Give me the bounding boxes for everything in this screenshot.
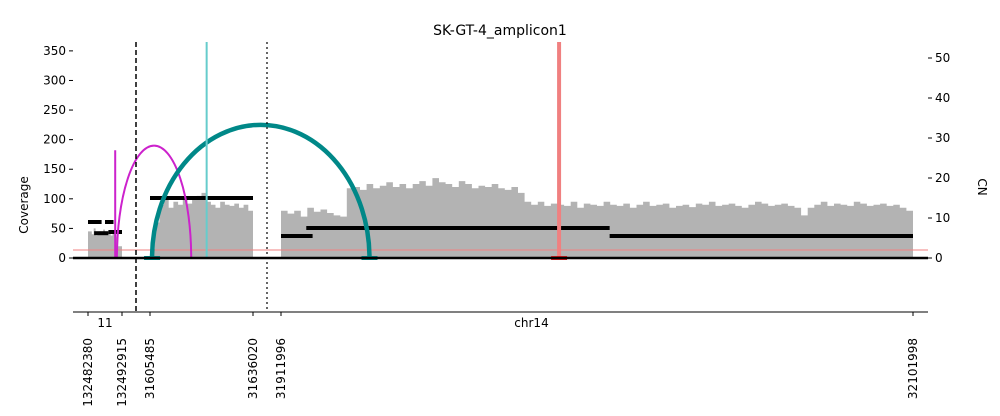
breakpoint-arc-1 xyxy=(149,122,372,259)
coverage-area-0 xyxy=(88,228,122,258)
y-tick-label-7: 350 xyxy=(43,44,66,58)
axes-layer: 0 50 100 150 200 250 300 350 0 10 20 30 40 50 13248238… xyxy=(43,44,950,407)
y-axis-label: Coverage xyxy=(17,176,31,234)
coverage-layer xyxy=(88,178,913,258)
position-label-2: 31605485 xyxy=(143,338,157,399)
position-label-4: 31911996 xyxy=(274,338,288,399)
position-label-3: 31636020 xyxy=(246,338,260,399)
y2-tick-label-5: 50 xyxy=(935,51,950,65)
position-label-0: 132482380 xyxy=(81,338,95,407)
breakpoint-layer xyxy=(114,42,568,312)
position-label-5: 32101998 xyxy=(906,338,920,399)
y-tick-label-6: 300 xyxy=(43,73,66,87)
y2-tick-label-0: 0 xyxy=(935,251,943,265)
y2-tick-label-1: 10 xyxy=(935,211,950,225)
y-tick-label-0: 0 xyxy=(58,251,66,265)
chart-title: SK-GT-4_amplicon1 xyxy=(433,23,567,39)
position-label-1: 132492915 xyxy=(115,338,129,407)
y2-tick-label-2: 20 xyxy=(935,171,950,185)
y2-tick-label-3: 30 xyxy=(935,131,950,145)
breakpoint-arc-0 xyxy=(115,144,193,259)
coverage-area-1 xyxy=(150,192,253,258)
chromosome-label-0: 11 xyxy=(97,316,112,330)
y-tick-label-5: 250 xyxy=(43,103,66,117)
y2-tick-label-4: 40 xyxy=(935,91,950,105)
y2-axis-label: CN xyxy=(975,178,989,195)
y-tick-label-3: 150 xyxy=(43,162,66,176)
y-tick-label-2: 100 xyxy=(43,192,66,206)
coverage-area-2 xyxy=(281,178,913,258)
y-tick-label-4: 200 xyxy=(43,133,66,147)
chromosome-label-1: chr14 xyxy=(514,316,548,330)
y-tick-label-1: 50 xyxy=(51,221,66,235)
